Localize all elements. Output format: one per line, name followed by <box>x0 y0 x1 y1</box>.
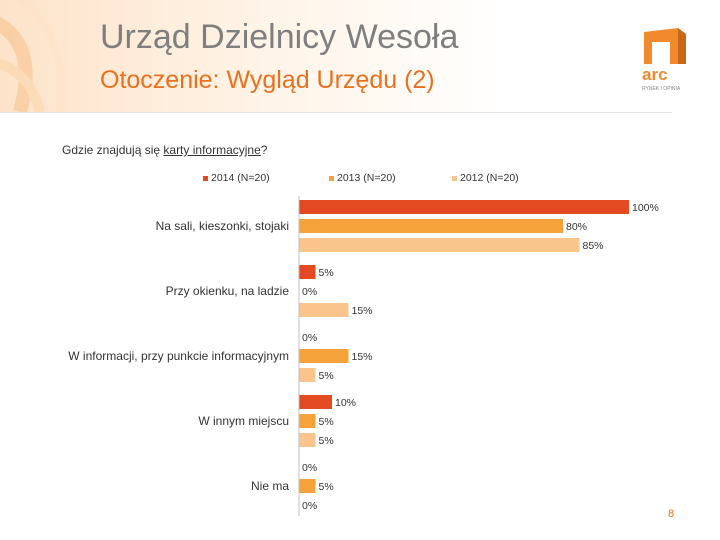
data-label-2013-w-informacji-przy-punkcie-informacyjnym: 15% <box>352 351 373 363</box>
survey-question: Gdzie znajdują się karty informacyjne? <box>62 143 267 157</box>
data-label-2012-przy-okienku-na-ladzie: 15% <box>352 305 373 317</box>
data-label-2014-przy-okienku-na-ladzie: 5% <box>319 267 334 279</box>
data-label-2013-nie-ma: 5% <box>319 481 334 493</box>
category-label-na-sali-kieszonki-stojaki: Na sali, kieszonki, stojaki <box>156 219 289 233</box>
category-label-w-informacji-przy-punkcie-informacyjnym: W informacji, przy punkcie informacyjnym <box>68 349 289 363</box>
data-label-2012-na-sali-kieszonki-stojaki: 85% <box>583 240 604 252</box>
page-subtitle: Otoczenie: Wygląd Urzędu (2) <box>100 66 435 94</box>
data-label-2014-w-informacji-przy-punkcie-informacyjnym: 0% <box>302 332 317 344</box>
legend-label-2012: 2012 (N=20) <box>460 172 519 184</box>
bar-2012-w-informacji-przy-punkcie-informacyjnym <box>299 368 316 382</box>
page-title: Urząd Dzielnicy Wesoła <box>100 18 459 56</box>
bar-2012-na-sali-kieszonki-stojaki <box>299 238 580 252</box>
category-label-w-innym-miejscu: W innym miejscu <box>198 414 289 428</box>
legend-label-2013: 2013 (N=20) <box>337 172 396 184</box>
arc-logo: arc RYNEK I OPINIA <box>642 28 686 92</box>
bar-2013-na-sali-kieszonki-stojaki <box>299 219 563 233</box>
category-label-nie-ma: Nie ma <box>251 479 289 493</box>
data-label-2012-w-innym-miejscu: 5% <box>319 435 334 447</box>
data-label-2013-przy-okienku-na-ladzie: 0% <box>302 286 317 298</box>
bar-2012-w-innym-miejscu <box>299 433 316 447</box>
bar-2012-przy-okienku-na-ladzie <box>299 303 349 317</box>
legend-item-2013: 2013 (N=20) <box>329 172 396 184</box>
data-label-2014-na-sali-kieszonki-stojaki: 100% <box>632 202 659 214</box>
svg-text:arc: arc <box>642 65 668 84</box>
svg-text:RYNEK I OPINIA: RYNEK I OPINIA <box>642 86 681 92</box>
bar-2013-w-informacji-przy-punkcie-informacyjnym <box>299 349 349 363</box>
legend-swatch-2013 <box>329 175 334 181</box>
page-number: 8 <box>668 508 675 520</box>
legend-label-2014: 2014 (N=20) <box>211 172 270 184</box>
data-label-2013-w-innym-miejscu: 5% <box>319 416 334 428</box>
data-label-2012-nie-ma: 0% <box>302 500 317 512</box>
question-text-before: Gdzie znajdują się <box>62 143 164 157</box>
legend-item-2014: 2014 (N=20) <box>203 172 270 184</box>
legend-item-2012: 2012 (N=20) <box>452 172 519 184</box>
bar-2013-w-innym-miejscu <box>299 414 316 428</box>
bar-2014-na-sali-kieszonki-stojaki <box>299 200 629 214</box>
data-label-2014-w-innym-miejscu: 10% <box>335 397 356 409</box>
bar-2013-nie-ma <box>299 479 316 493</box>
header-band: Urząd Dzielnicy Wesoła Otoczenie: Wygląd… <box>0 0 720 112</box>
data-label-2013-na-sali-kieszonki-stojaki: 80% <box>566 221 587 233</box>
bar-2014-w-innym-miejscu <box>299 395 332 409</box>
data-label-2012-w-informacji-przy-punkcie-informacyjnym: 5% <box>319 370 334 382</box>
legend-swatch-2014 <box>203 175 208 181</box>
question-text-after: ? <box>260 143 268 157</box>
header-divider <box>0 112 672 113</box>
bar-2014-przy-okienku-na-ladzie <box>299 265 316 279</box>
data-label-2014-nie-ma: 0% <box>302 462 317 474</box>
decorative-swoosh-icon <box>0 0 66 112</box>
category-label-przy-okienku-na-ladzie: Przy okienku, na ladzie <box>166 284 290 298</box>
question-text-underlined: karty informacyjne <box>163 143 261 157</box>
legend-swatch-2012 <box>452 175 457 181</box>
